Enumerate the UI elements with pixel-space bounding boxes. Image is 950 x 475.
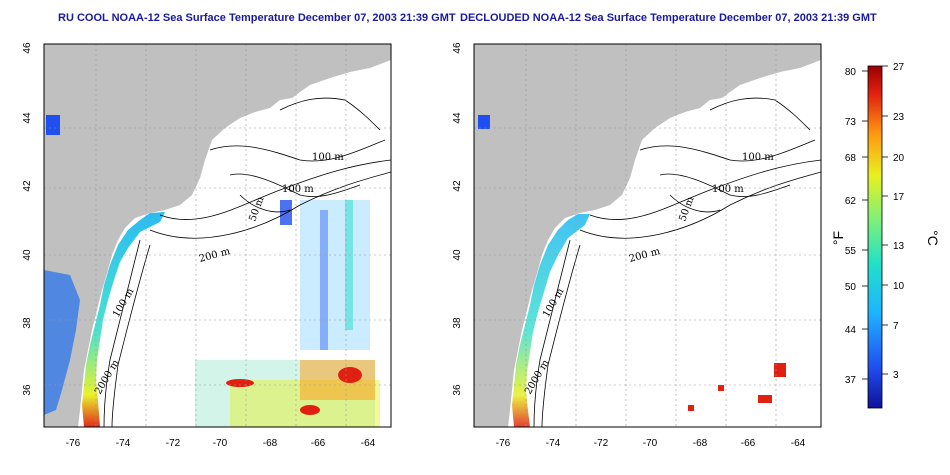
land-mass [44, 44, 391, 427]
celsius-tick: 3 [893, 370, 899, 381]
fahrenheit-tick: 37 [845, 375, 857, 386]
sst-coastal-band [82, 212, 165, 427]
sst-inland-waters [44, 270, 80, 415]
y-tick-label: 42 [22, 180, 33, 192]
fahrenheit-tick: 62 [845, 196, 857, 207]
contour-label: 100 m [282, 184, 314, 195]
x-tick-label: -66 [741, 438, 756, 449]
sst-coastal-band [512, 214, 590, 427]
contour-label: 100 m [712, 184, 744, 195]
panel-declouded: DECLOUDED NOAA-12 Sea Surface Temperatur… [452, 12, 877, 449]
colorbar: 80 73 68 62 55 50 44 37 27 23 20 17 13 1… [830, 62, 941, 409]
y-tick-label: 46 [22, 42, 33, 54]
grid-lines [44, 44, 391, 427]
y-tick-label: 44 [22, 112, 33, 124]
x-tick-label: -76 [66, 438, 81, 449]
x-tick-label: -64 [361, 438, 376, 449]
celsius-tick: 23 [893, 112, 905, 123]
x-tick-label: -66 [311, 438, 326, 449]
sst-offshore-patches [46, 115, 380, 427]
x-tick-label: -74 [116, 438, 131, 449]
y-tick-label: 44 [452, 112, 463, 124]
sst-offshore-patches [478, 115, 786, 411]
celsius-tick: 17 [893, 192, 905, 203]
y-tick-label: 38 [22, 317, 33, 329]
y-tick-label: 40 [22, 249, 33, 261]
y-tick-label: 42 [452, 180, 463, 192]
x-tick-label: -72 [166, 438, 181, 449]
x-tick-label: -68 [263, 438, 278, 449]
panel-title: DECLOUDED NOAA-12 Sea Surface Temperatur… [460, 12, 877, 24]
x-tick-label: -74 [546, 438, 561, 449]
celsius-tick: 27 [893, 62, 905, 73]
plot-frame [473, 43, 822, 428]
land-mass [474, 44, 821, 427]
fahrenheit-tick: 80 [845, 67, 857, 78]
y-tick-label: 36 [22, 384, 33, 396]
celsius-tick: 7 [893, 321, 899, 332]
fahrenheit-tick: 50 [845, 282, 857, 293]
contour-label: 100 m [742, 152, 774, 163]
contour-label: 100 m [312, 152, 344, 163]
plot-frame [43, 43, 392, 428]
y-tick-label: 46 [452, 42, 463, 54]
celsius-label: °C [925, 230, 941, 246]
fahrenheit-tick: 55 [845, 246, 857, 257]
fahrenheit-label: °F [830, 231, 846, 245]
fahrenheit-tick: 73 [845, 117, 857, 128]
celsius-tick: 13 [893, 241, 905, 252]
x-tick-label: -70 [643, 438, 658, 449]
x-tick-label: -76 [496, 438, 511, 449]
fahrenheit-tick: 68 [845, 153, 857, 164]
y-tick-label: 38 [452, 317, 463, 329]
panel-raw: RU COOL NOAA-12 Sea Surface Temperature … [22, 12, 456, 449]
grid-lines [474, 44, 821, 427]
panel-title: RU COOL NOAA-12 Sea Surface Temperature … [58, 12, 456, 24]
y-tick-label: 36 [452, 384, 463, 396]
x-tick-label: -70 [213, 438, 228, 449]
bathymetry-contours [103, 97, 391, 427]
celsius-tick: 10 [893, 281, 905, 292]
x-tick-label: -68 [693, 438, 708, 449]
x-tick-label: -64 [791, 438, 806, 449]
celsius-tick: 20 [893, 153, 905, 164]
fahrenheit-tick: 44 [845, 325, 857, 336]
x-tick-label: -72 [594, 438, 609, 449]
bathymetry-contours [533, 97, 821, 427]
colorbar-scale [867, 65, 883, 409]
y-tick-label: 40 [452, 249, 463, 261]
